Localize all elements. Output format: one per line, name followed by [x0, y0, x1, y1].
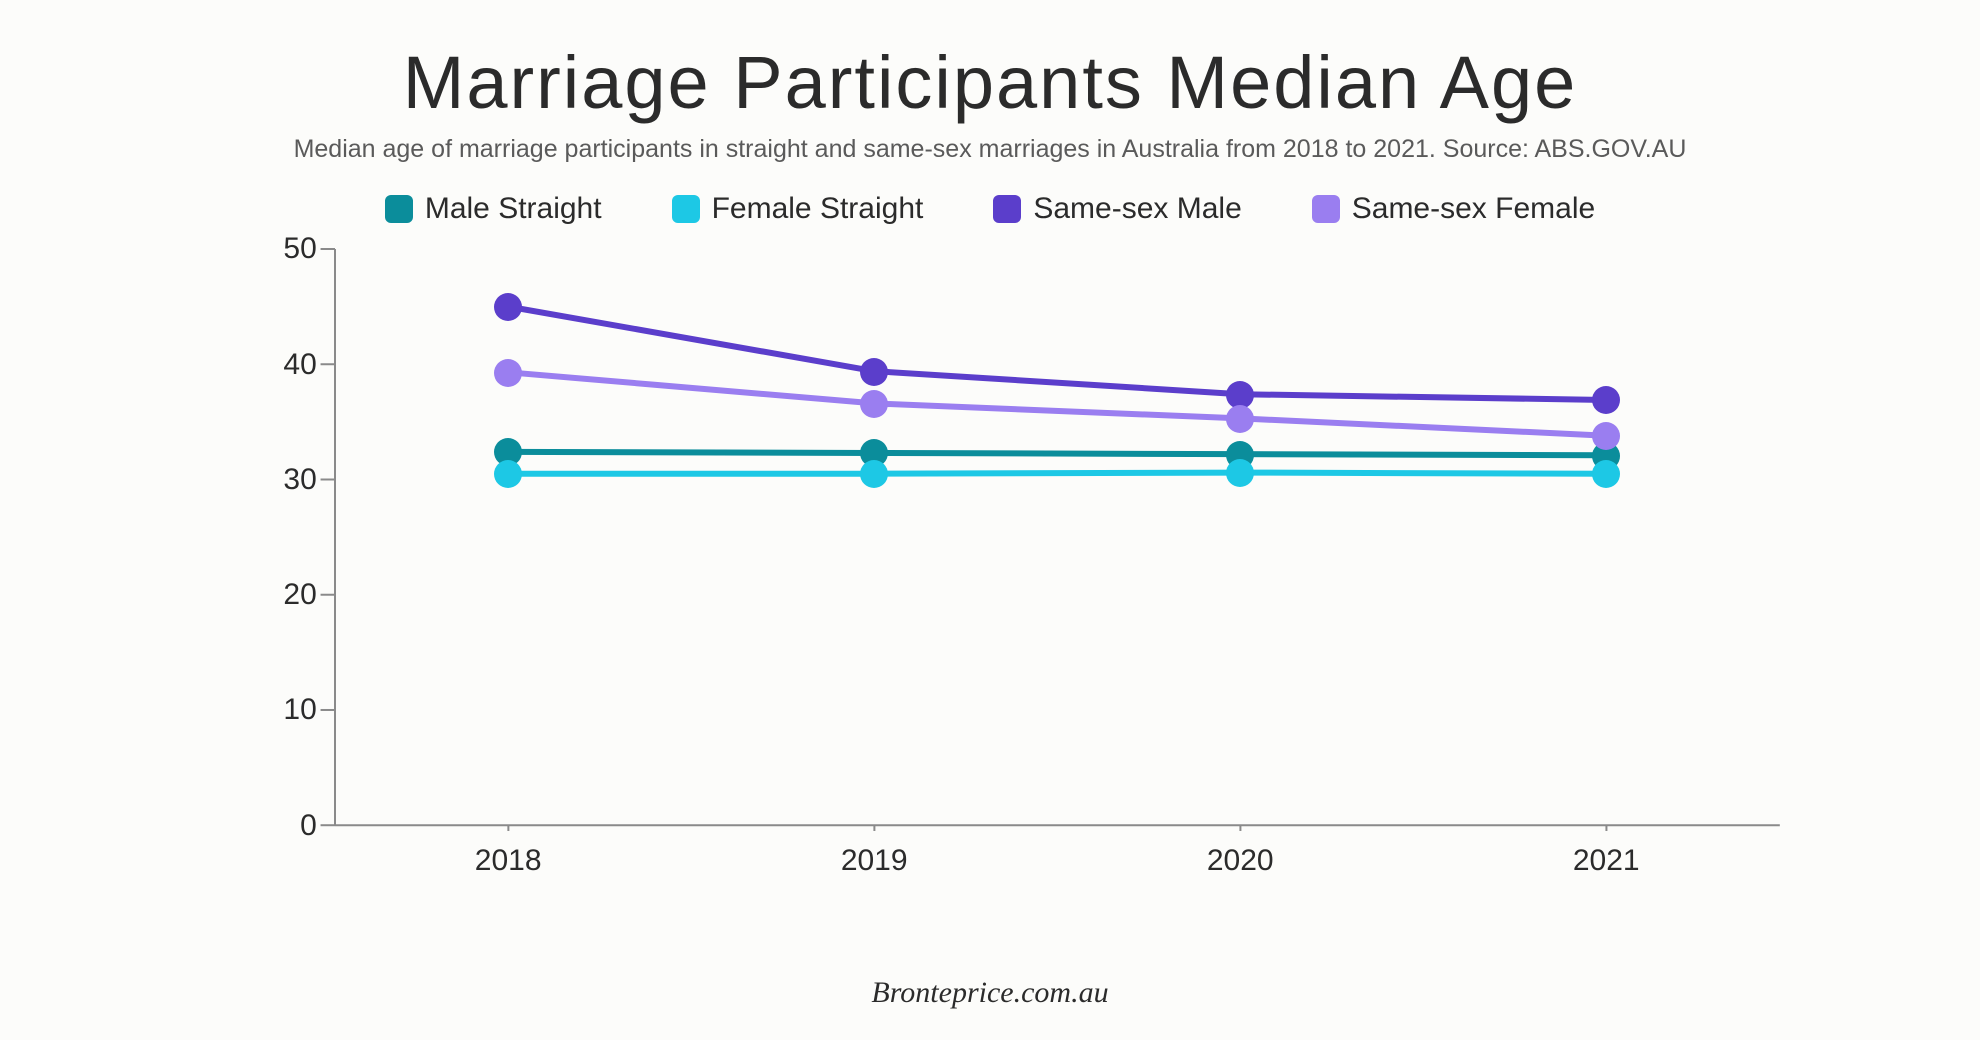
legend-swatch — [993, 195, 1021, 223]
legend-label: Same-sex Male — [1033, 192, 1241, 226]
y-tick-label: 40 — [283, 348, 316, 382]
legend-swatch — [672, 195, 700, 223]
data-marker — [494, 293, 522, 321]
data-marker — [494, 359, 522, 387]
x-tick-label: 2021 — [1573, 844, 1640, 878]
legend-label: Male Straight — [425, 192, 602, 226]
chart-legend: Male Straight Female Straight Same-sex Mal… — [90, 192, 1890, 226]
chart-area: 010203040502018201920202021 — [150, 236, 1830, 906]
data-marker — [1226, 405, 1254, 433]
data-marker — [860, 390, 888, 418]
chart-subtitle: Median age of marriage participants in s… — [90, 135, 1890, 164]
attribution: Bronteprice.com.au — [90, 976, 1890, 1010]
y-tick-label: 0 — [300, 809, 317, 843]
data-marker — [1226, 459, 1254, 487]
legend-swatch — [1312, 195, 1340, 223]
y-tick-label: 20 — [283, 578, 316, 612]
chart-svg — [335, 249, 1780, 825]
x-tick-label: 2020 — [1207, 844, 1274, 878]
x-tick-label: 2018 — [475, 844, 542, 878]
y-tick-label: 50 — [283, 232, 316, 266]
data-marker — [860, 358, 888, 386]
legend-item: Male Straight — [385, 192, 602, 226]
chart-plot: 010203040502018201920202021 — [335, 249, 1780, 825]
x-tick-label: 2019 — [841, 844, 908, 878]
legend-swatch — [385, 195, 413, 223]
legend-item: Female Straight — [672, 192, 924, 226]
y-tick-label: 10 — [283, 693, 316, 727]
legend-item: Same-sex Male — [993, 192, 1241, 226]
legend-item: Same-sex Female — [1312, 192, 1595, 226]
legend-label: Same-sex Female — [1352, 192, 1595, 226]
chart-title: Marriage Participants Median Age — [90, 40, 1890, 125]
y-tick-label: 30 — [283, 463, 316, 497]
legend-label: Female Straight — [712, 192, 924, 226]
